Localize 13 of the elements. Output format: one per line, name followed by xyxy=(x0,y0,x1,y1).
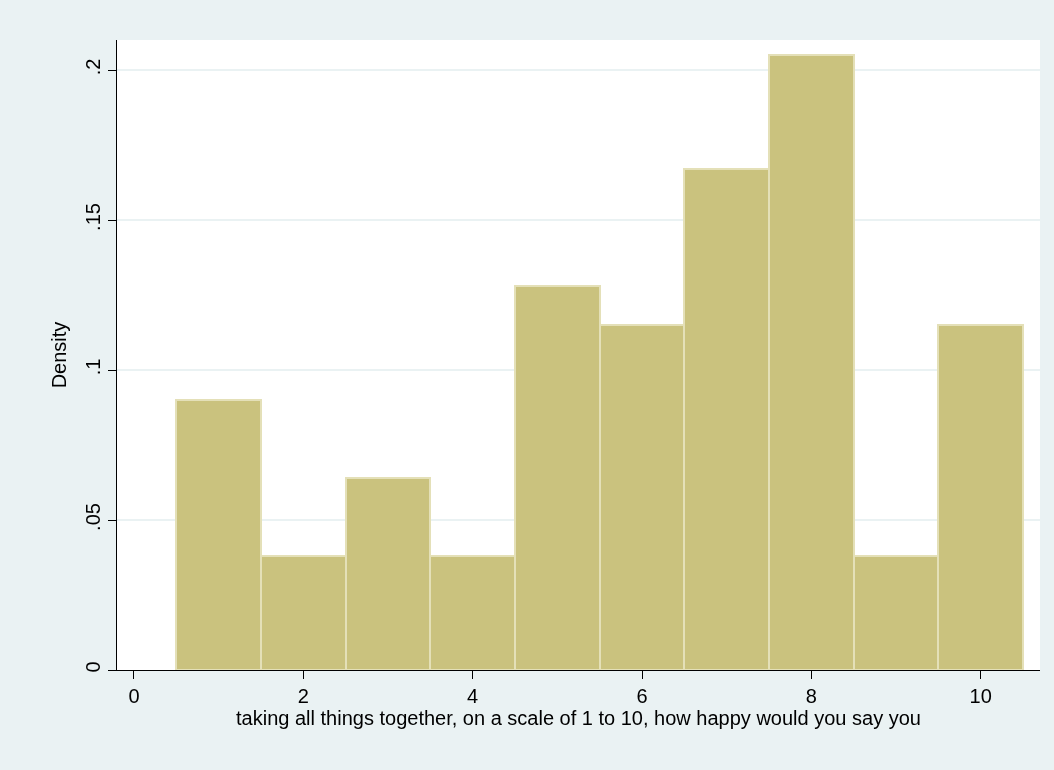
x-tick-label: 4 xyxy=(467,685,479,707)
x-tick-label: 2 xyxy=(297,685,309,707)
y-tick-label: .05 xyxy=(82,503,104,531)
y-axis-title: Density xyxy=(47,321,70,389)
x-tick-label: 0 xyxy=(128,685,140,707)
y-tick-label: 0 xyxy=(82,661,104,673)
y-tick-label: .1 xyxy=(82,358,104,376)
y-tick-label: .2 xyxy=(82,58,104,76)
x-tick-label: 10 xyxy=(969,685,992,707)
x-tick-label: 6 xyxy=(636,685,648,707)
y-tick-label: .15 xyxy=(82,203,104,231)
x-axis-title: taking all things together, on a scale of 1 to 10, how happy would you say you xyxy=(236,707,921,729)
x-tick-label: 8 xyxy=(805,685,817,707)
